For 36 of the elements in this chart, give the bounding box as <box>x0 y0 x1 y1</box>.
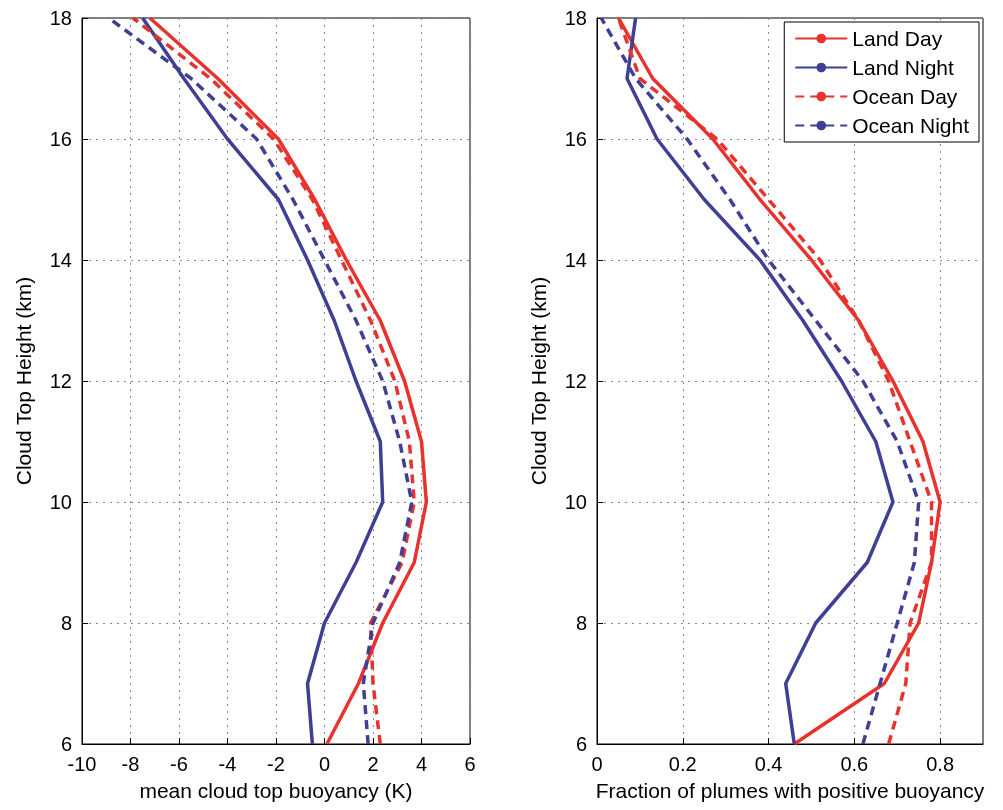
x-tick-label: 6 <box>464 753 476 775</box>
legend-label: Ocean Night <box>852 114 970 137</box>
y-axis-title: Cloud Top Height (km) <box>12 276 35 486</box>
x-tick-label: -6 <box>170 753 188 775</box>
x-axis-title: mean cloud top buoyancy (K) <box>139 779 413 802</box>
y-tick-label: 10 <box>564 491 587 513</box>
y-axis-title: Cloud Top Height (km) <box>527 276 550 486</box>
y-tick-label: 18 <box>564 7 587 29</box>
x-tick-label: 0.6 <box>840 753 869 775</box>
y-tick-label: 6 <box>60 733 72 755</box>
x-tick-label: -4 <box>218 753 237 775</box>
legend-label: Land Night <box>852 56 955 79</box>
legend-label: Ocean Day <box>852 85 958 108</box>
y-tick-label: 8 <box>575 612 587 634</box>
y-tick-label: 8 <box>60 612 72 634</box>
legend-label: Land Day <box>852 27 943 50</box>
x-tick-label: 0 <box>318 753 331 775</box>
y-tick-label: 18 <box>49 7 72 29</box>
y-tick-label: 14 <box>564 249 587 271</box>
x-tick-label: -8 <box>121 753 140 775</box>
x-tick-label: -10 <box>67 753 97 775</box>
y-tick-label: 6 <box>575 733 587 755</box>
y-tick-label: 16 <box>49 128 72 150</box>
y-tick-label: 14 <box>49 249 72 271</box>
x-tick-label: 0.2 <box>668 753 697 775</box>
y-tick-label: 12 <box>49 370 72 392</box>
y-tick-label: 12 <box>564 370 587 392</box>
y-tick-label: 10 <box>49 491 72 513</box>
x-tick-label: 0 <box>591 753 603 775</box>
x-axis-title: Fraction of plumes with positive buoyancy <box>595 779 985 802</box>
x-tick-label: 4 <box>415 753 428 775</box>
y-tick-label: 16 <box>564 128 587 150</box>
x-tick-label: 2 <box>367 753 379 775</box>
x-tick-label: 0.8 <box>926 753 955 775</box>
x-tick-label: 0.4 <box>754 753 783 775</box>
x-tick-label: -2 <box>267 753 285 775</box>
